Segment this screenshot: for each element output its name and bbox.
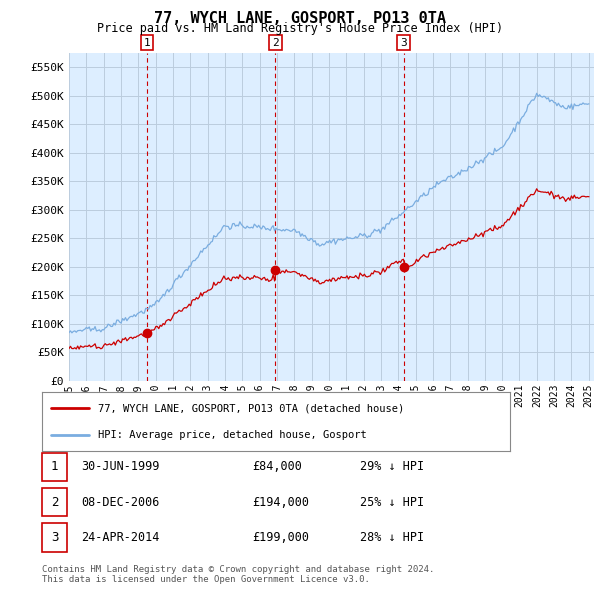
- Text: 1: 1: [143, 38, 151, 48]
- Text: Price paid vs. HM Land Registry's House Price Index (HPI): Price paid vs. HM Land Registry's House …: [97, 22, 503, 35]
- Text: £84,000: £84,000: [252, 460, 302, 473]
- Text: Contains HM Land Registry data © Crown copyright and database right 2024.
This d: Contains HM Land Registry data © Crown c…: [42, 565, 434, 584]
- Text: 3: 3: [400, 38, 407, 48]
- Text: 28% ↓ HPI: 28% ↓ HPI: [360, 531, 424, 544]
- Text: 08-DEC-2006: 08-DEC-2006: [81, 496, 160, 509]
- Text: 3: 3: [51, 531, 58, 544]
- Text: £194,000: £194,000: [252, 496, 309, 509]
- Text: 25% ↓ HPI: 25% ↓ HPI: [360, 496, 424, 509]
- Text: 1: 1: [51, 460, 58, 473]
- Text: 29% ↓ HPI: 29% ↓ HPI: [360, 460, 424, 473]
- Text: 2: 2: [51, 496, 58, 509]
- Text: 30-JUN-1999: 30-JUN-1999: [81, 460, 160, 473]
- Text: £199,000: £199,000: [252, 531, 309, 544]
- Text: HPI: Average price, detached house, Gosport: HPI: Average price, detached house, Gosp…: [98, 431, 367, 440]
- Text: 2: 2: [272, 38, 279, 48]
- Text: 24-APR-2014: 24-APR-2014: [81, 531, 160, 544]
- Text: 77, WYCH LANE, GOSPORT, PO13 0TA (detached house): 77, WYCH LANE, GOSPORT, PO13 0TA (detach…: [98, 404, 404, 413]
- Text: 77, WYCH LANE, GOSPORT, PO13 0TA: 77, WYCH LANE, GOSPORT, PO13 0TA: [154, 11, 446, 25]
